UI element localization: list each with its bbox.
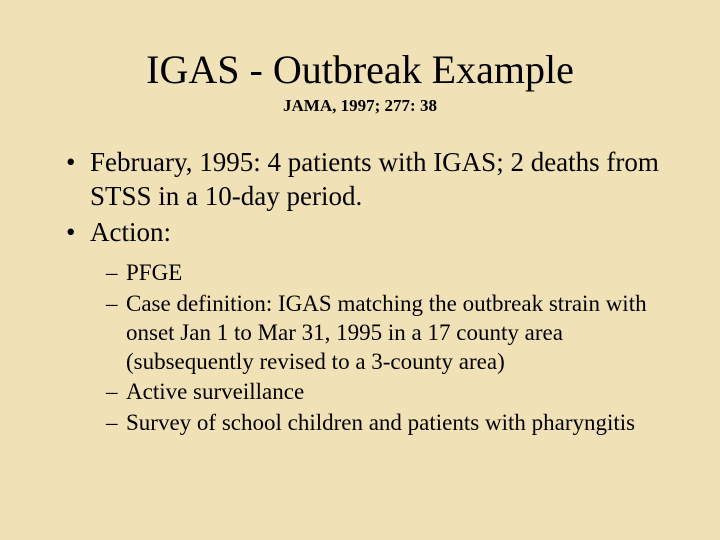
bullet-item: • February, 1995: 4 patients with IGAS; … xyxy=(66,146,676,214)
sub-bullet-marker: – xyxy=(106,290,126,319)
bullet-marker: • xyxy=(66,146,90,180)
sub-bullet-text: Case definition: IGAS matching the outbr… xyxy=(126,290,676,376)
bullet-marker: • xyxy=(66,216,90,250)
slide-subtitle: JAMA, 1997; 277: 38 xyxy=(44,96,676,116)
slide-title: IGAS - Outbreak Example xyxy=(44,48,676,92)
bullet-text: February, 1995: 4 patients with IGAS; 2 … xyxy=(90,146,676,214)
sub-bullet-marker: – xyxy=(106,409,126,438)
sub-bullet-text: PFGE xyxy=(126,259,182,288)
sub-bullet-list: – PFGE – Case definition: IGAS matching … xyxy=(44,259,676,438)
title-block: IGAS - Outbreak Example JAMA, 1997; 277:… xyxy=(44,48,676,116)
sub-bullet-text: Survey of school children and patients w… xyxy=(126,409,635,438)
sub-bullet-item: – Active surveillance xyxy=(106,378,676,407)
bullet-text: Action: xyxy=(90,216,171,250)
bullet-item: • Action: xyxy=(66,216,676,250)
sub-bullet-marker: – xyxy=(106,259,126,288)
sub-bullet-item: – Case definition: IGAS matching the out… xyxy=(106,290,676,376)
sub-bullet-marker: – xyxy=(106,378,126,407)
sub-bullet-text: Active surveillance xyxy=(126,378,304,407)
sub-bullet-item: – Survey of school children and patients… xyxy=(106,409,676,438)
sub-bullet-item: – PFGE xyxy=(106,259,676,288)
bullet-list: • February, 1995: 4 patients with IGAS; … xyxy=(44,146,676,249)
